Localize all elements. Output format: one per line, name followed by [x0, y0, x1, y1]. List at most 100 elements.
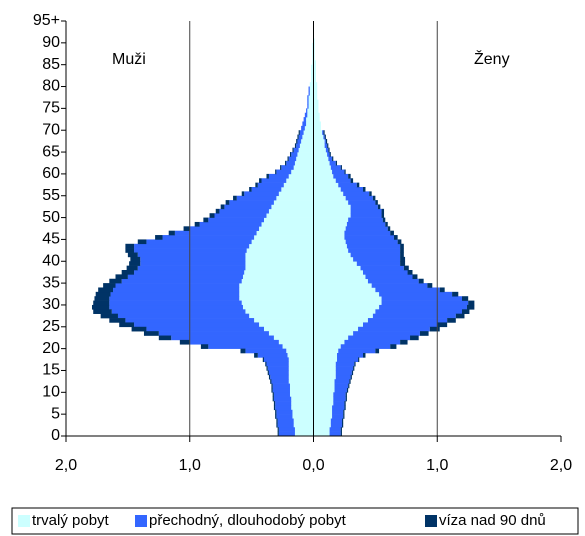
bar-women [387, 226, 391, 231]
bar-women [313, 51, 315, 57]
bar-men [264, 326, 314, 332]
bar-men [242, 274, 314, 280]
y-tick-label: 0 [51, 427, 60, 444]
bar-men [276, 418, 278, 424]
bar-women [462, 296, 469, 301]
bar-women [313, 261, 357, 266]
bar-men [292, 414, 314, 419]
y-tick-label: 50 [42, 209, 60, 226]
y-tick-label: 85 [42, 56, 60, 73]
bar-men [311, 73, 314, 79]
bar-men [306, 108, 308, 114]
bar-women [313, 396, 334, 402]
bar-men [121, 270, 135, 275]
bar-women [335, 178, 351, 183]
bar-men [275, 401, 292, 406]
x-tick-label: 2,0 [55, 457, 77, 474]
bar-women [346, 387, 349, 393]
bar-men [281, 187, 314, 192]
bar-women [313, 265, 361, 271]
bar-men [245, 252, 314, 258]
bar-women [313, 326, 359, 332]
x-tick-label: 1,0 [179, 457, 201, 474]
bar-women [330, 418, 342, 424]
bar-men [304, 125, 314, 131]
bar-women [363, 353, 366, 358]
bar-men [275, 409, 277, 415]
y-tick-label: 10 [42, 384, 60, 401]
bar-women [381, 300, 469, 306]
men-label: Muži [112, 51, 146, 68]
bar-women [313, 112, 320, 118]
bar-women [455, 313, 465, 319]
bar-women [429, 326, 440, 332]
bar-women [329, 431, 341, 437]
bar-women [337, 353, 363, 358]
bar-women [313, 252, 351, 258]
bar-men [245, 348, 287, 354]
bar-women [343, 414, 345, 419]
bar-men [109, 318, 126, 323]
bar-men [312, 42, 314, 48]
bar-women [400, 252, 404, 258]
bar-men [273, 200, 314, 205]
bar-women [338, 348, 376, 354]
bar-men [288, 357, 314, 363]
bar-women [375, 200, 378, 205]
bar-men [241, 191, 245, 197]
bar-men [134, 322, 260, 328]
bar-men [259, 322, 314, 328]
bar-women [313, 270, 363, 275]
bar-women [313, 379, 335, 384]
bar-men [288, 366, 314, 371]
bar-women [313, 173, 334, 179]
bar-men [208, 217, 264, 223]
bar-women [327, 143, 329, 148]
bar-men [276, 414, 293, 419]
y-tick-label: 70 [42, 121, 60, 138]
bar-women [328, 147, 330, 153]
bar-men [244, 191, 279, 197]
bar-women [375, 309, 462, 314]
bar-men [209, 213, 215, 218]
bar-women [410, 335, 419, 341]
bar-men [282, 344, 314, 349]
bar-men [245, 265, 314, 271]
bar-women [379, 291, 453, 297]
bar-women [328, 156, 333, 162]
bar-men [127, 252, 138, 258]
bar-women [341, 422, 344, 428]
bar-men [272, 383, 290, 389]
bar-women [439, 287, 445, 293]
y-tick-label: 65 [42, 143, 60, 160]
bar-men [131, 326, 147, 332]
bar-women [313, 374, 336, 380]
y-tick-label: 20 [42, 340, 60, 357]
bar-women [313, 204, 351, 210]
bar-women [397, 239, 402, 245]
bar-men [286, 160, 295, 166]
bar-women [360, 265, 404, 271]
bar-men [125, 248, 135, 253]
bar-women [313, 152, 328, 157]
bar-women [385, 221, 388, 227]
bar-women [340, 165, 342, 170]
x-tick-label: 1,0 [426, 457, 448, 474]
bar-women [313, 296, 382, 301]
bar-men [244, 270, 314, 275]
bar-women [345, 239, 398, 245]
legend-swatch [135, 515, 147, 527]
y-tick-label: 40 [42, 252, 60, 269]
bar-women [367, 318, 448, 323]
bar-women [379, 304, 467, 310]
bar-women [350, 178, 354, 183]
bar-men [140, 256, 246, 262]
bar-men [293, 165, 314, 170]
bar-men [302, 121, 307, 127]
bar-men [308, 86, 310, 92]
bar-men [303, 130, 314, 135]
bar-men [117, 313, 250, 319]
bar-men [146, 326, 264, 332]
bar-women [377, 204, 381, 210]
bar-women [313, 121, 321, 127]
